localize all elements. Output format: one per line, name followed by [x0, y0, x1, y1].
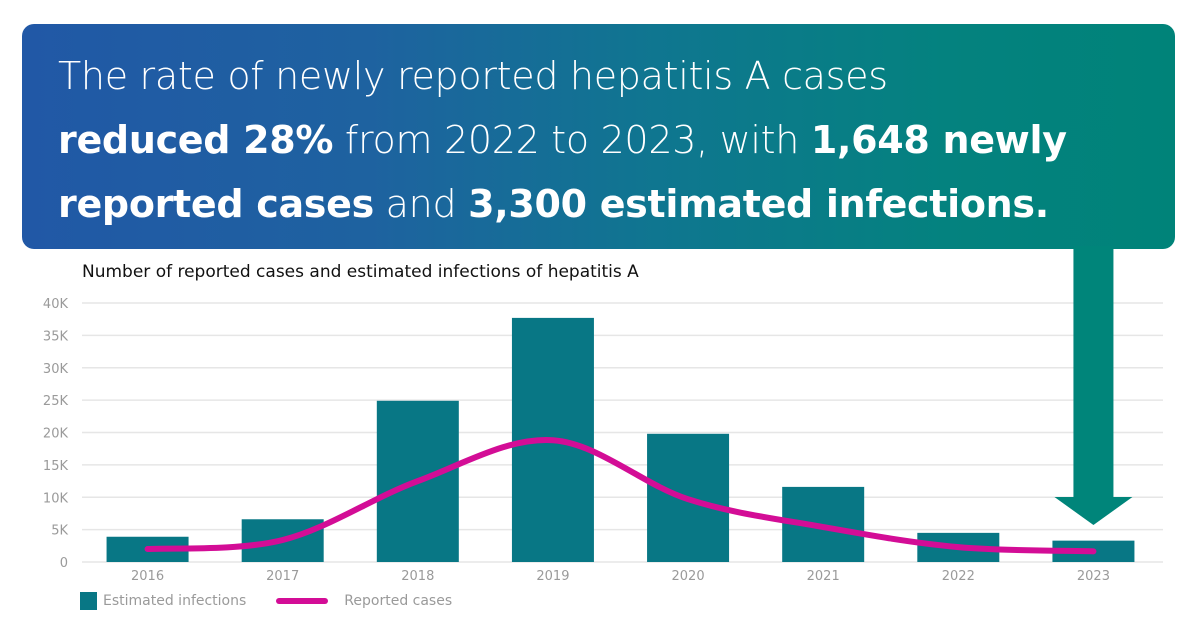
headline-line-1: The rate of newly reported hepatitis A c… [58, 54, 888, 98]
down-arrow-icon [1054, 246, 1133, 525]
x-tick-label: 2022 [942, 569, 975, 584]
legend-swatch-reported-cases [276, 598, 329, 604]
x-tick-label: 2017 [266, 569, 299, 584]
headline-text-segment: from 2022 to 2023, with [333, 118, 811, 162]
y-tick-label: 5K [51, 524, 68, 539]
headline-reported-cases: reported cases [58, 182, 374, 226]
x-tick-label: 2021 [807, 569, 840, 584]
headline-estimated-infections: 3,300 estimated infections. [468, 182, 1049, 226]
y-tick-label: 35K [43, 329, 69, 344]
y-tick-label: 40K [43, 297, 69, 312]
y-tick-label: 20K [43, 427, 69, 442]
x-tick-label: 2016 [131, 569, 164, 584]
headline-text: The rate of newly reported hepatitis A c… [58, 44, 1158, 236]
chart-title: Number of reported cases and estimated i… [82, 262, 639, 282]
y-tick-label: 0 [60, 556, 68, 571]
legend-swatch-estimated-infections [80, 592, 97, 610]
headline-reduction: reduced 28% [58, 118, 334, 162]
y-tick-label: 25K [43, 394, 69, 409]
legend-label-estimated-infections: Estimated infections [103, 593, 247, 609]
legend-label-reported-cases: Reported cases [344, 593, 453, 609]
y-tick-label: 15K [43, 459, 69, 474]
x-tick-label: 2019 [536, 569, 569, 584]
y-tick-label: 10K [43, 491, 69, 506]
chart-legend: Estimated infections Reported cases [80, 592, 452, 610]
headline-text-segment: and [373, 182, 469, 226]
headline-reported-count: 1,648 newly [810, 118, 1067, 162]
headline-banner: The rate of newly reported hepatitis A c… [22, 24, 1175, 249]
reported-cases-line [144, 437, 1097, 555]
x-tick-label: 2018 [401, 569, 434, 584]
y-tick-label: 30K [43, 362, 69, 377]
x-tick-label: 2020 [672, 569, 705, 584]
x-tick-label: 2023 [1077, 569, 1110, 584]
